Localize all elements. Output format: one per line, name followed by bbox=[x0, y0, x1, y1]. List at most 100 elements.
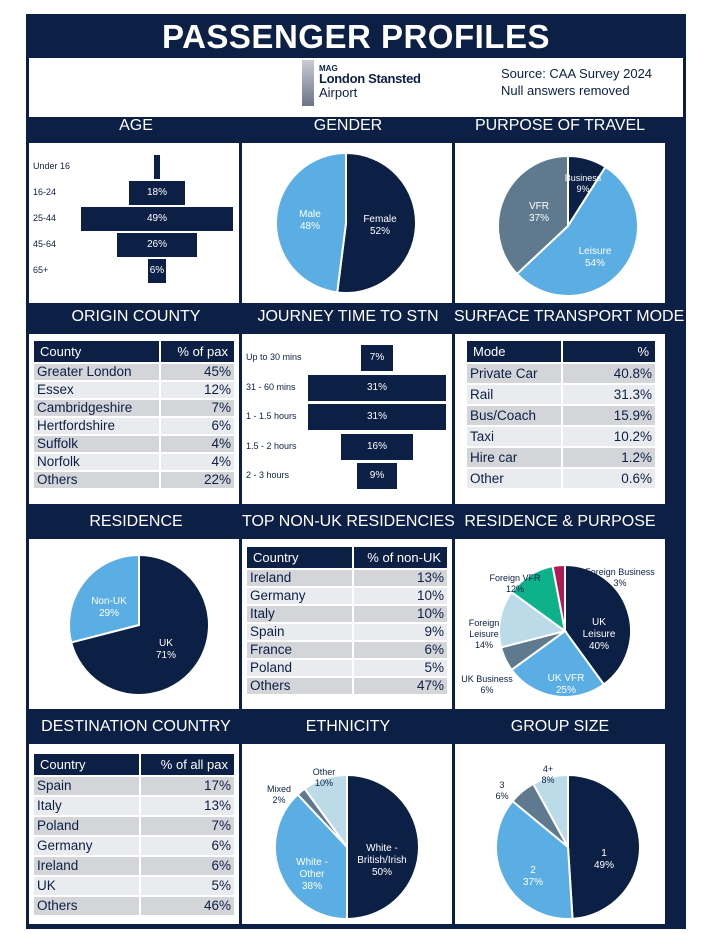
group-slice-label: 4+8% bbox=[541, 764, 554, 785]
destination-row-value: 46% bbox=[139, 897, 234, 915]
nonuk-table-row: Germany 10% bbox=[247, 588, 447, 604]
svg-text:8%: 8% bbox=[541, 775, 554, 785]
nonuk-row-value: 5% bbox=[352, 660, 447, 676]
group-title: GROUP SIZE bbox=[510, 718, 610, 735]
svg-text:Foreign Business: Foreign Business bbox=[585, 567, 655, 577]
nonuk-row-value: 6% bbox=[352, 642, 447, 658]
svg-text:3: 3 bbox=[499, 780, 504, 790]
destination-table-panel: Country% of all pax Spain 17% Italy 13% Polan… bbox=[29, 744, 239, 924]
origin-table-row: Hertfordshire 6% bbox=[34, 418, 234, 434]
age-category-label: Under 16 bbox=[33, 161, 71, 171]
origin-row-label: Norfolk bbox=[34, 454, 159, 470]
svg-text:52%: 52% bbox=[370, 226, 390, 237]
transport-table-row: Taxi 10.2% bbox=[467, 427, 655, 446]
logo-line-2: Airport bbox=[319, 85, 358, 100]
nonuk-row-label: Ireland bbox=[247, 570, 352, 586]
destination-row-label: Others bbox=[34, 897, 139, 915]
nonuk-table-row: France 6% bbox=[247, 642, 447, 658]
destination-row-value: 6% bbox=[139, 837, 234, 855]
gender-title: GENDER bbox=[313, 117, 383, 134]
svg-text:10%: 10% bbox=[315, 778, 333, 788]
journey-chart: Up to 30 mins 7% 31 - 60 mins 31% 1 - 1.5 ho… bbox=[242, 334, 452, 504]
nonuk-table: Country% of non-UK Ireland 13% Germany 10% It… bbox=[247, 545, 447, 696]
transport-row-label: Rail bbox=[467, 385, 561, 404]
transport-row-value: 1.2% bbox=[561, 448, 655, 467]
nonuk-row-label: Poland bbox=[247, 660, 352, 676]
logo-line-1: London Stansted bbox=[319, 71, 421, 86]
transport-row-label: Bus/Coach bbox=[467, 406, 561, 425]
transport-column-header: % bbox=[561, 341, 655, 362]
svg-text:Other: Other bbox=[313, 767, 336, 777]
age-category-label: 25-44 bbox=[33, 213, 57, 223]
destination-row-label: Spain bbox=[34, 777, 139, 795]
logo-mag: MAG bbox=[319, 64, 338, 73]
origin-row-value: 22% bbox=[159, 472, 234, 488]
nonuk-row-label: Italy bbox=[247, 606, 352, 622]
transport-row-value: 31.3% bbox=[561, 385, 655, 404]
svg-text:Leisure: Leisure bbox=[583, 629, 616, 640]
transport-column-header: Mode bbox=[467, 341, 561, 362]
origin-table-row: Norfolk 4% bbox=[34, 454, 234, 470]
svg-text:25%: 25% bbox=[556, 685, 576, 696]
purpose-chart: Business 9% Leisure 54% VFR 37% bbox=[455, 143, 665, 303]
svg-text:6%: 6% bbox=[480, 685, 493, 695]
nonuk-table-row: Spain 9% bbox=[247, 624, 447, 640]
respurpose-title: RESIDENCE & PURPOSE bbox=[464, 513, 656, 530]
destination-row-value: 17% bbox=[139, 777, 234, 795]
svg-text:VFR: VFR bbox=[529, 201, 549, 212]
journey-category-label: 2 - 3 hours bbox=[246, 470, 290, 480]
transport-table-panel: Mode% Private Car 40.8% Rail 31.3% Bus/Coach 1… bbox=[455, 334, 665, 504]
svg-text:40%: 40% bbox=[589, 641, 609, 652]
gender-slice bbox=[275, 151, 347, 294]
transport-row-label: Other bbox=[467, 469, 561, 488]
svg-text:29%: 29% bbox=[99, 608, 119, 619]
svg-text:UK VFR: UK VFR bbox=[548, 673, 585, 684]
group-slice bbox=[567, 773, 641, 920]
transport-row-label: Hire car bbox=[467, 448, 561, 467]
svg-text:White -: White - bbox=[366, 843, 398, 854]
destination-title: DESTINATION COUNTRY bbox=[41, 718, 231, 735]
svg-text:2%: 2% bbox=[272, 795, 285, 805]
svg-text:Mixed: Mixed bbox=[267, 784, 291, 794]
svg-text:Foreign: Foreign bbox=[469, 618, 500, 628]
destination-table-row: Others 46% bbox=[34, 897, 234, 915]
origin-row-label: Others bbox=[34, 472, 159, 488]
nonuk-table-row: Italy 10% bbox=[247, 606, 447, 622]
nonuk-row-value: 9% bbox=[352, 624, 447, 640]
ethnicity-chart: White - British/Irish 50% White - Other 38% Mi… bbox=[242, 744, 452, 924]
destination-table-row: Poland 7% bbox=[34, 817, 234, 835]
transport-row-value: 15.9% bbox=[561, 406, 655, 425]
group-slice bbox=[495, 799, 574, 920]
nonuk-row-value: 13% bbox=[352, 570, 447, 586]
residence-slice bbox=[69, 553, 210, 696]
origin-column-header: County bbox=[34, 341, 159, 362]
origin-row-value: 6% bbox=[159, 418, 234, 434]
nonuk-table-row: Ireland 13% bbox=[247, 570, 447, 586]
origin-table: County% of pax Greater London 45% Essex 12% C… bbox=[34, 339, 234, 490]
svg-text:Other: Other bbox=[299, 869, 325, 880]
purpose-title: PURPOSE OF TRAVEL bbox=[474, 117, 646, 134]
nonuk-column-header: Country bbox=[247, 547, 352, 568]
svg-text:71%: 71% bbox=[156, 650, 176, 661]
age-chart: Under 16 16-24 18% 25-44 49% 45-64 26% 65+ 6% bbox=[29, 143, 239, 303]
purpose-slice bbox=[515, 165, 639, 297]
source-line-2: Null answers removed bbox=[501, 83, 630, 98]
transport-table-row: Bus/Coach 15.9% bbox=[467, 406, 655, 425]
origin-row-value: 4% bbox=[159, 436, 234, 452]
origin-row-value: 7% bbox=[159, 400, 234, 416]
nonuk-table-panel: Country% of non-UK Ireland 13% Germany 10% It… bbox=[242, 539, 452, 709]
